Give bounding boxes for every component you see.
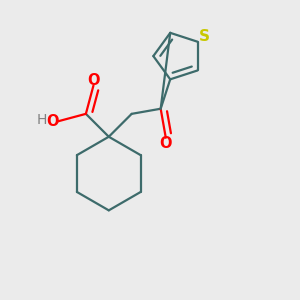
Text: H: H bbox=[37, 113, 47, 127]
Text: S: S bbox=[199, 29, 210, 44]
Text: O: O bbox=[160, 136, 172, 151]
Text: O: O bbox=[87, 73, 100, 88]
Text: O: O bbox=[46, 114, 58, 129]
